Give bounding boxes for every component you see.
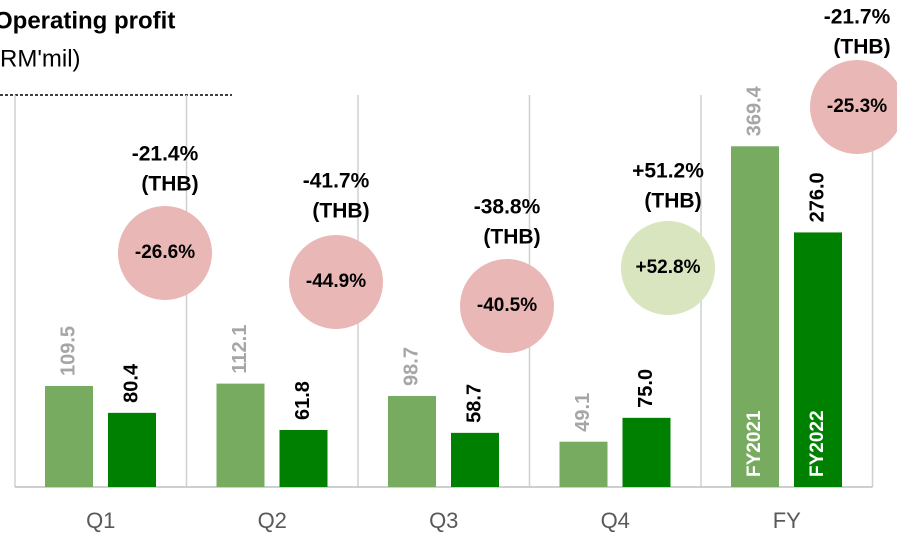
change-circle: [289, 235, 383, 329]
value-label: 75.0: [635, 369, 657, 408]
value-label: 109.5: [57, 326, 79, 376]
change-label: -41.7%: [303, 170, 370, 193]
chart-subtitle: (RM'mil): [0, 45, 81, 72]
x-tick-label: Q1: [86, 508, 115, 533]
change-circle: [460, 259, 554, 353]
change-label: -21.4%: [132, 143, 199, 166]
bar: [451, 432, 499, 487]
change-label: +51.2%: [632, 160, 704, 183]
value-label: 61.8: [292, 381, 314, 420]
change-label: -21.7%: [824, 6, 891, 29]
circle-label: -44.9%: [306, 271, 366, 292]
change-circle: [810, 60, 897, 154]
change-circle: [118, 206, 212, 300]
circle-label: -25.3%: [827, 96, 887, 117]
bar: [45, 386, 93, 487]
change-circle: [621, 221, 715, 315]
value-label: 49.1: [572, 393, 594, 432]
value-label: 98.7: [400, 347, 422, 386]
bar: [622, 417, 671, 487]
circle-label: -26.6%: [135, 242, 195, 263]
chart-title: Operating profit: [0, 7, 175, 34]
series-label: FY2021: [744, 410, 765, 477]
value-label: 80.4: [120, 363, 142, 403]
circle-label: -40.5%: [477, 295, 537, 316]
bar: [279, 429, 328, 487]
change-label: -38.8%: [474, 196, 541, 219]
circle-label: +52.8%: [636, 257, 701, 278]
x-tick-label: Q4: [601, 508, 630, 533]
currency-label: (THB): [312, 200, 369, 223]
value-label: 276.0: [806, 172, 828, 222]
bar: [108, 412, 156, 487]
currency-label: (THB): [644, 190, 701, 213]
x-tick-label: Q3: [429, 508, 458, 533]
value-label: 369.4: [743, 85, 765, 136]
series-label: FY2022: [807, 410, 828, 477]
value-label: 112.1: [229, 325, 251, 374]
bar: [388, 395, 436, 487]
currency-label: (THB): [141, 173, 198, 196]
x-tick-label: FY: [773, 508, 801, 533]
currency-label: (THB): [483, 226, 540, 249]
bar: [731, 146, 779, 487]
x-tick-label: Q2: [258, 508, 287, 533]
bar: [559, 441, 608, 487]
bar: [216, 383, 265, 487]
currency-label: (THB): [833, 36, 890, 59]
bar: [794, 232, 842, 487]
value-label: 58.7: [463, 384, 485, 423]
